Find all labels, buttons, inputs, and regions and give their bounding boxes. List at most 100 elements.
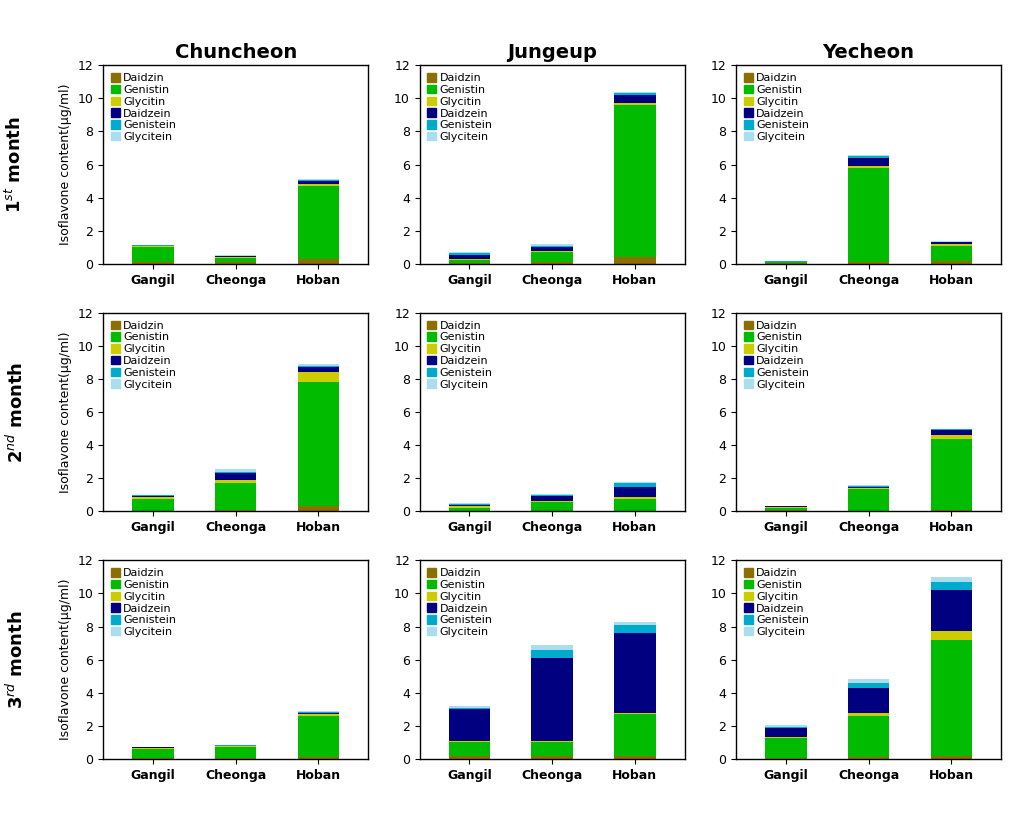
Bar [449, 263, 490, 264]
Bar [449, 252, 490, 253]
Legend: Daidzin, Genistin, Glycitin, Daidzein, Genistein, Glycitein: Daidzin, Genistin, Glycitin, Daidzein, G… [425, 318, 495, 392]
Bar [215, 510, 256, 512]
Bar [215, 256, 256, 257]
Bar [297, 180, 340, 181]
Bar [848, 488, 890, 489]
Bar [848, 757, 890, 759]
Bar [848, 716, 890, 757]
Bar [931, 510, 972, 512]
Bar [531, 658, 573, 741]
Bar [931, 244, 972, 246]
Bar [614, 104, 655, 105]
Bar [297, 382, 340, 507]
Bar [614, 95, 655, 104]
Bar [132, 246, 173, 247]
Bar [531, 756, 573, 759]
Bar [531, 494, 573, 496]
Bar [931, 640, 972, 756]
Bar [614, 483, 655, 486]
Bar [215, 472, 256, 473]
Bar [931, 438, 972, 510]
Bar [614, 105, 655, 257]
Bar [449, 504, 490, 505]
Bar [614, 622, 655, 625]
Legend: Daidzin, Genistin, Glycitin, Daidzein, Genistein, Glycitein: Daidzin, Genistin, Glycitin, Daidzein, G… [742, 71, 811, 144]
Bar [449, 756, 490, 759]
Bar [215, 747, 256, 758]
Bar [765, 726, 807, 728]
Bar [531, 252, 573, 262]
Bar [297, 366, 340, 367]
Bar [848, 262, 890, 264]
Bar [531, 741, 573, 743]
Bar [765, 262, 807, 263]
Bar [297, 716, 340, 757]
Bar [931, 428, 972, 429]
Bar [931, 590, 972, 632]
Bar [449, 706, 490, 707]
Bar [215, 483, 256, 510]
Bar [765, 737, 807, 738]
Text: 1$^{st}$ month: 1$^{st}$ month [5, 116, 25, 213]
Bar [848, 166, 890, 168]
Bar [449, 255, 490, 259]
Text: 2$^{nd}$ month: 2$^{nd}$ month [5, 361, 27, 463]
Bar [848, 168, 890, 262]
Bar [531, 743, 573, 756]
Bar [297, 712, 340, 714]
Title: Chuncheon: Chuncheon [174, 43, 297, 62]
Bar [765, 507, 807, 508]
Bar [614, 714, 655, 756]
Bar [614, 625, 655, 633]
Bar [614, 756, 655, 759]
Legend: Daidzin, Genistin, Glycitin, Daidzein, Genistein, Glycitein: Daidzin, Genistin, Glycitin, Daidzein, G… [742, 318, 811, 392]
Bar [215, 469, 256, 472]
Bar [132, 511, 173, 512]
Bar [765, 510, 807, 512]
Bar [614, 712, 655, 714]
Bar [132, 495, 173, 497]
Bar [614, 511, 655, 512]
Bar [931, 242, 972, 244]
Bar [531, 244, 573, 246]
Bar [449, 707, 490, 709]
Bar [848, 712, 890, 716]
Y-axis label: Isoflavone content(μg/ml): Isoflavone content(μg/ml) [59, 331, 72, 493]
Legend: Daidzin, Genistin, Glycitin, Daidzein, Genistein, Glycitein: Daidzin, Genistin, Glycitin, Daidzein, G… [108, 318, 179, 392]
Bar [297, 714, 340, 716]
Text: 3$^{rd}$ month: 3$^{rd}$ month [5, 610, 27, 709]
Bar [614, 486, 655, 497]
Bar [132, 747, 173, 748]
Bar [765, 263, 807, 264]
Bar [215, 473, 256, 480]
Bar [848, 680, 890, 683]
Bar [531, 251, 573, 252]
Bar [931, 435, 972, 438]
Bar [297, 184, 340, 186]
Bar [297, 259, 340, 264]
Bar [449, 741, 490, 743]
Bar [297, 181, 340, 184]
Bar [297, 757, 340, 759]
Bar [531, 645, 573, 650]
Y-axis label: Isoflavone content(μg/ml): Isoflavone content(μg/ml) [59, 84, 72, 246]
Bar [215, 258, 256, 262]
Legend: Daidzin, Genistin, Glycitin, Daidzein, Genistein, Glycitein: Daidzin, Genistin, Glycitin, Daidzein, G… [425, 71, 495, 144]
Bar [297, 372, 340, 382]
Bar [215, 480, 256, 483]
Bar [132, 497, 173, 499]
Bar [297, 364, 340, 366]
Bar [215, 257, 256, 258]
Bar [931, 246, 972, 260]
Bar [449, 511, 490, 512]
Bar [449, 505, 490, 507]
Bar [614, 499, 655, 511]
Bar [531, 247, 573, 251]
Legend: Daidzin, Genistin, Glycitin, Daidzein, Genistein, Glycitein: Daidzin, Genistin, Glycitin, Daidzein, G… [108, 71, 179, 144]
Bar [297, 507, 340, 512]
Bar [215, 758, 256, 759]
Bar [531, 511, 573, 512]
Bar [215, 746, 256, 747]
Bar [848, 688, 890, 712]
Title: Jungeup: Jungeup [507, 43, 598, 62]
